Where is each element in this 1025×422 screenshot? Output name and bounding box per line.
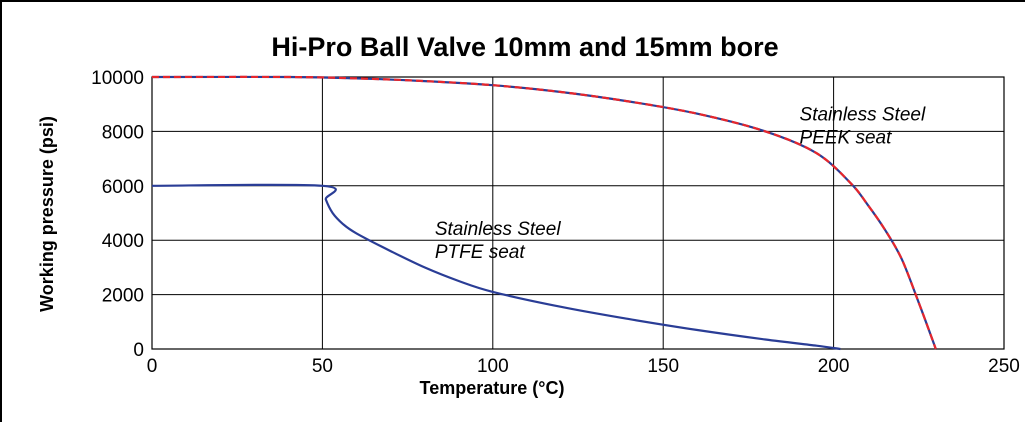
series-line-0 (151, 75, 937, 350)
x-tick-label-3: 150 (647, 356, 679, 377)
y-tick-label-1: 2000 (102, 286, 144, 307)
grid (151, 76, 1005, 350)
x-tick-label-2: 100 (477, 356, 509, 377)
x-axis-label: Temperature (°C) (420, 378, 565, 398)
annotation-1-line2: PTFE seat (435, 242, 525, 263)
y-tick-label-3: 6000 (102, 177, 144, 198)
annotation-1-line1: Stainless Steel (435, 219, 561, 240)
plot-border (151, 76, 1005, 350)
y-tick-label-5: 10000 (91, 68, 144, 89)
series-line-1 (151, 183, 841, 351)
tick-labels: 0 50 100 150 200 250 0 2000 4000 6000 8000 10000 (91, 68, 1020, 377)
annotation-0-line1: Stainless Steel (800, 105, 926, 126)
y-axis-label: Working pressure (psi) (37, 116, 57, 312)
y-tick-label-4: 8000 (102, 122, 144, 143)
annotation-0-line2: PEEK seat (800, 128, 893, 149)
y-tick-label-2: 4000 (102, 231, 144, 252)
x-tick-label-5: 250 (988, 356, 1020, 377)
chart-title: Hi-Pro Ball Valve 10mm and 15mm bore (271, 32, 778, 62)
x-tick-label-0: 0 (147, 356, 158, 377)
x-tick-label-4: 200 (818, 356, 850, 377)
y-tick-label-0: 0 (133, 340, 144, 361)
series-group (151, 75, 937, 351)
x-tick-label-1: 50 (312, 356, 333, 377)
